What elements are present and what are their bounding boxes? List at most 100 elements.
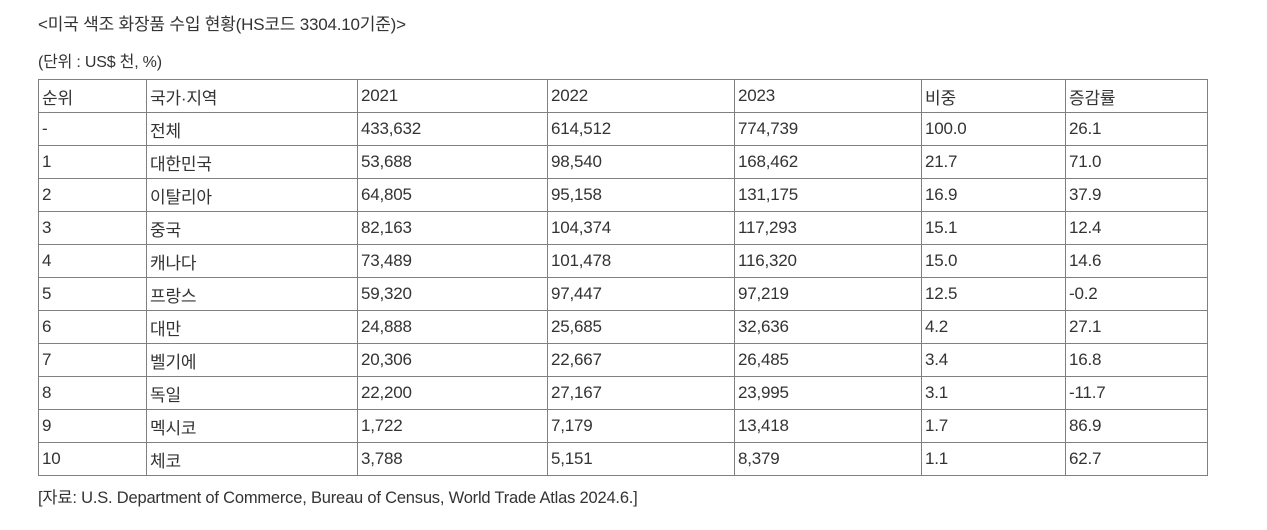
- table-row: 8 독일 22,200 27,167 23,995 3.1 -11.7: [38, 376, 1208, 411]
- table-cell: 3.1: [921, 376, 1066, 411]
- table-row: 5 프랑스 59,320 97,447 97,219 12.5 -0.2: [38, 277, 1208, 312]
- table-row: - 전체 433,632 614,512 774,739 100.0 26.1: [38, 112, 1208, 147]
- table-cell: 독일: [146, 376, 358, 411]
- table-cell: -11.7: [1065, 376, 1208, 411]
- table-row: 6 대만 24,888 25,685 32,636 4.2 27.1: [38, 310, 1208, 345]
- table-cell: 71.0: [1065, 145, 1208, 180]
- table-header-row: 순위 국가·지역 2021 2022 2023 비중 증감률: [38, 79, 1208, 114]
- table-cell: 6: [38, 310, 147, 345]
- table-cell: 4: [38, 244, 147, 279]
- table-cell: 64,805: [357, 178, 548, 213]
- table-cell: 168,462: [734, 145, 922, 180]
- column-header-2021: 2021: [357, 79, 548, 114]
- table-cell: 5,151: [547, 442, 735, 477]
- table-cell: 97,219: [734, 277, 922, 312]
- table-cell: 15.0: [921, 244, 1066, 279]
- table-cell: 1.7: [921, 409, 1066, 444]
- document-page: <미국 색조 화장품 수입 현황(HS코드 3304.10기준)> (단위 : …: [38, 15, 1208, 507]
- table-cell: 체코: [146, 442, 358, 477]
- column-header-rank: 순위: [38, 79, 147, 114]
- table-cell: 104,374: [547, 211, 735, 246]
- table-row: 3 중국 82,163 104,374 117,293 15.1 12.4: [38, 211, 1208, 246]
- table-cell: 이탈리아: [146, 178, 358, 213]
- table-cell: 116,320: [734, 244, 922, 279]
- table-cell: 614,512: [547, 112, 735, 147]
- table-cell: 82,163: [357, 211, 548, 246]
- table-row: 7 벨기에 20,306 22,667 26,485 3.4 16.8: [38, 343, 1208, 378]
- table-cell: 1: [38, 145, 147, 180]
- column-header-2023: 2023: [734, 79, 922, 114]
- table-body: - 전체 433,632 614,512 774,739 100.0 26.1 1 대한민국 53…: [38, 112, 1208, 477]
- table-cell: 5: [38, 277, 147, 312]
- table-cell: 21.7: [921, 145, 1066, 180]
- table-cell: 62.7: [1065, 442, 1208, 477]
- table-cell: -0.2: [1065, 277, 1208, 312]
- table-cell: 1,722: [357, 409, 548, 444]
- table-cell: 433,632: [357, 112, 548, 147]
- table-cell: 8: [38, 376, 147, 411]
- table-cell: 10: [38, 442, 147, 477]
- column-header-2022: 2022: [547, 79, 735, 114]
- table-cell: 1.1: [921, 442, 1066, 477]
- table-cell: 22,667: [547, 343, 735, 378]
- table-cell: 20,306: [357, 343, 548, 378]
- table-cell: 98,540: [547, 145, 735, 180]
- table-cell: 13,418: [734, 409, 922, 444]
- table-cell: 7: [38, 343, 147, 378]
- table-cell: 7,179: [547, 409, 735, 444]
- table-cell: 131,175: [734, 178, 922, 213]
- table-row: 10 체코 3,788 5,151 8,379 1.1 62.7: [38, 442, 1208, 477]
- page-title: <미국 색조 화장품 수입 현황(HS코드 3304.10기준)>: [38, 15, 406, 34]
- table-cell: 101,478: [547, 244, 735, 279]
- table-cell: 73,489: [357, 244, 548, 279]
- table-cell: 3: [38, 211, 147, 246]
- table-cell: 12.5: [921, 277, 1066, 312]
- table-row: 2 이탈리아 64,805 95,158 131,175 16.9 37.9: [38, 178, 1208, 213]
- table-cell: 59,320: [357, 277, 548, 312]
- table-cell: 12.4: [1065, 211, 1208, 246]
- table-cell: 2: [38, 178, 147, 213]
- table-cell: 27.1: [1065, 310, 1208, 345]
- table-cell: 16.8: [1065, 343, 1208, 378]
- table-cell: 프랑스: [146, 277, 358, 312]
- table-cell: 117,293: [734, 211, 922, 246]
- table-cell: 97,447: [547, 277, 735, 312]
- table-cell: 15.1: [921, 211, 1066, 246]
- table-cell: 27,167: [547, 376, 735, 411]
- table-cell: 9: [38, 409, 147, 444]
- table-cell: 22,200: [357, 376, 548, 411]
- column-header-country: 국가·지역: [146, 79, 358, 114]
- table-cell: 32,636: [734, 310, 922, 345]
- table-cell: 100.0: [921, 112, 1066, 147]
- table-row: 4 캐나다 73,489 101,478 116,320 15.0 14.6: [38, 244, 1208, 279]
- table-cell: 16.9: [921, 178, 1066, 213]
- table-cell: 53,688: [357, 145, 548, 180]
- table-cell: 24,888: [357, 310, 548, 345]
- table-cell: 3.4: [921, 343, 1066, 378]
- table-cell: 3,788: [357, 442, 548, 477]
- table-cell: -: [38, 112, 147, 147]
- table-cell: 캐나다: [146, 244, 358, 279]
- table-cell: 대한민국: [146, 145, 358, 180]
- table-cell: 26,485: [734, 343, 922, 378]
- table-cell: 8,379: [734, 442, 922, 477]
- table-cell: 중국: [146, 211, 358, 246]
- table-cell: 멕시코: [146, 409, 358, 444]
- table-cell: 벨기에: [146, 343, 358, 378]
- table-cell: 4.2: [921, 310, 1066, 345]
- table-cell: 23,995: [734, 376, 922, 411]
- table-cell: 26.1: [1065, 112, 1208, 147]
- column-header-share: 비중: [921, 79, 1066, 114]
- table-cell: 86.9: [1065, 409, 1208, 444]
- unit-note: (단위 : US$ 천, %): [38, 54, 162, 72]
- table-cell: 774,739: [734, 112, 922, 147]
- import-data-table: 순위 국가·지역 2021 2022 2023 비중 증감률 - 전체 433,63…: [38, 79, 1208, 477]
- table-cell: 전체: [146, 112, 358, 147]
- table-row: 1 대한민국 53,688 98,540 168,462 21.7 71.0: [38, 145, 1208, 180]
- table-cell: 25,685: [547, 310, 735, 345]
- table-cell: 37.9: [1065, 178, 1208, 213]
- table-row: 9 멕시코 1,722 7,179 13,418 1.7 86.9: [38, 409, 1208, 444]
- table-cell: 14.6: [1065, 244, 1208, 279]
- table-cell: 95,158: [547, 178, 735, 213]
- column-header-growth: 증감률: [1065, 79, 1208, 114]
